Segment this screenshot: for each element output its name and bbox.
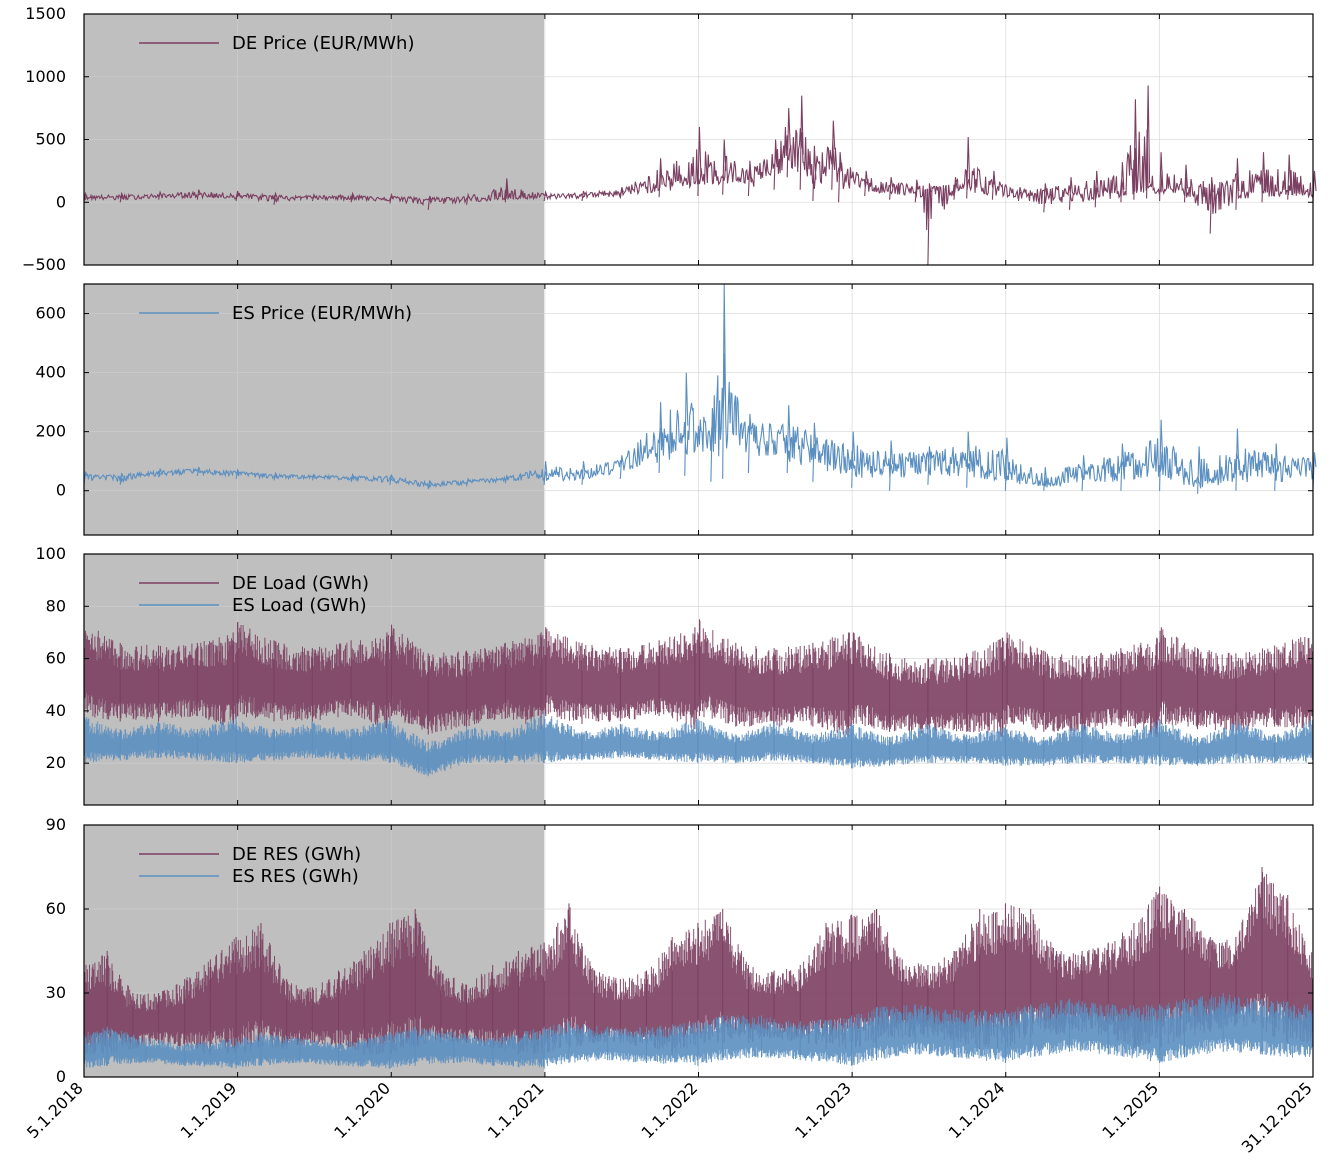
y-tick-label: 200 xyxy=(35,422,66,441)
y-tick-label: 40 xyxy=(46,701,66,720)
y-tick-label: 20 xyxy=(46,753,66,772)
x-tick-label: 31.12.2025 xyxy=(1238,1078,1316,1156)
x-tick-label: 1.1.2025 xyxy=(1098,1078,1162,1142)
panel-2: 0 200 400 600 ES Price (EUR/MWh) xyxy=(35,283,1317,536)
legend-label: DE RES (GWh) xyxy=(232,844,361,865)
y-tick-label: 600 xyxy=(35,304,66,323)
legend-label: ES Load (GWh) xyxy=(232,595,367,616)
x-tick-label: 1.1.2022 xyxy=(638,1078,702,1142)
y-tick-label: 60 xyxy=(46,899,66,918)
panel-1: −500 0 500 1000 1500 DE Price (EUR/MWh) xyxy=(22,4,1317,274)
x-tick-label: 1.1.2019 xyxy=(177,1078,241,1142)
legend-label: DE Load (GWh) xyxy=(232,573,369,594)
y-tick-label: 1000 xyxy=(25,67,66,86)
y-tick-label: 100 xyxy=(35,544,66,563)
y-tick-label: 1500 xyxy=(25,4,66,23)
series-line-de xyxy=(83,85,1317,266)
y-tick-label: 90 xyxy=(46,815,66,834)
legend-label: ES RES (GWh) xyxy=(232,866,359,887)
y-tick-label: 400 xyxy=(35,363,66,382)
x-tick-label: 1.1.2023 xyxy=(791,1078,855,1142)
y-tick-label: 0 xyxy=(56,481,66,500)
x-tick-label: 1.1.2024 xyxy=(945,1078,1009,1142)
panel-4: 0 30 60 90 DE RES (GWh)ES RES (GWh) xyxy=(46,815,1314,1086)
series-line-es xyxy=(83,283,1317,494)
y-tick-label: 0 xyxy=(56,192,66,211)
shaded-region xyxy=(84,284,545,535)
y-tick-label: 0 xyxy=(56,1067,66,1086)
panel-3: 20 40 60 80 100 DE Load (GWh)ES Load (GWh) xyxy=(35,544,1314,806)
y-tick-label: 30 xyxy=(46,983,66,1002)
legend-label: DE Price (EUR/MWh) xyxy=(232,33,415,54)
x-tick-label: 5.1.2018 xyxy=(23,1078,87,1142)
legend-label: ES Price (EUR/MWh) xyxy=(232,303,412,324)
y-tick-label: −500 xyxy=(22,255,66,274)
y-tick-label: 60 xyxy=(46,649,66,668)
y-tick-label: 500 xyxy=(35,130,66,149)
y-tick-label: 80 xyxy=(46,596,66,615)
x-tick-label: 1.1.2021 xyxy=(484,1078,548,1142)
x-tick-label: 1.1.2020 xyxy=(330,1078,394,1142)
